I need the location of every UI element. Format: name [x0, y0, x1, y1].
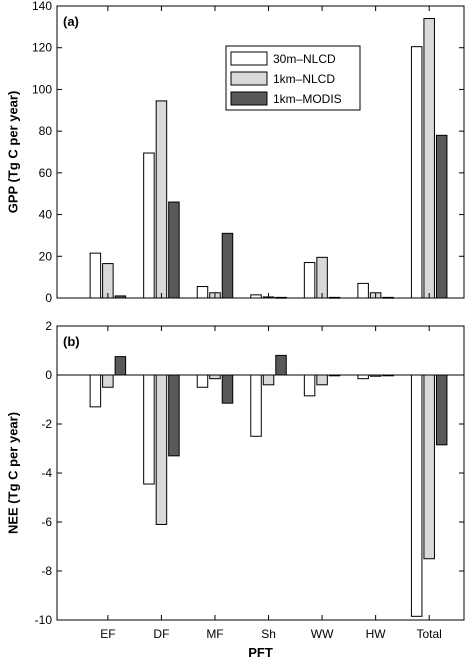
bar-gpp-sh-1km-modis: [275, 296, 287, 299]
nee-y-tick-label: -2: [41, 417, 52, 431]
panel-label-b: (b): [63, 334, 80, 349]
bar-nee-df-30m-nlcd: [143, 374, 155, 485]
x-tick-label-hw: HW: [366, 627, 387, 641]
bar-gpp-ww-1km-nlcd: [316, 256, 328, 299]
bar-gpp-ef-1km-modis: [114, 295, 127, 299]
nee-bars: [89, 354, 448, 617]
bar-nee-hw-1km-modis: [382, 374, 394, 377]
bar-gpp-hw-1km-modis: [382, 296, 394, 299]
gpp-panel: 0 20 40 60 80 100 120 140 (a) GPP (Tg C per yea…: [5, 0, 465, 305]
bar-nee-ww-30m-nlcd: [303, 374, 316, 397]
nee-y-tick-label: 0: [45, 368, 52, 382]
bar-gpp-hw-30m-nlcd: [357, 282, 369, 299]
bar-gpp-df-1km-modis: [168, 201, 180, 299]
bar-gpp-mf-30m-nlcd: [196, 286, 209, 299]
bar-gpp-total-30m-nlcd: [410, 46, 423, 299]
x-tick-label-sh: Sh: [261, 627, 276, 641]
bar-nee-hw-1km-nlcd: [369, 374, 382, 377]
gpp-y-tick-label: 20: [39, 249, 53, 263]
bar-gpp-total-1km-nlcd: [423, 18, 435, 299]
x-axis-label: PFT: [248, 645, 273, 660]
panel-label-a: (a): [63, 14, 79, 29]
gpp-y-tick-label: 100: [32, 82, 52, 96]
bar-gpp-total-1km-modis: [435, 134, 448, 299]
nee-x-ticks: EF DF MF Sh WW HW Total: [100, 326, 442, 641]
x-tick-label-ww: WW: [311, 627, 334, 641]
bar-nee-df-1km-nlcd: [155, 374, 168, 525]
nee-panel: -10 -8 -6 -4 -2 0 2 EF DF MF Sh WW HW Total (b) NEE …: [5, 319, 465, 660]
gpp-y-tick-label: 40: [39, 208, 53, 222]
bar-nee-df-1km-modis: [168, 374, 180, 457]
gpp-y-tick-label: 80: [39, 124, 53, 138]
bar-nee-total-30m-nlcd: [410, 374, 423, 617]
bar-nee-ww-1km-nlcd: [316, 374, 328, 386]
bar-gpp-ww-1km-modis: [328, 296, 341, 299]
bar-nee-mf-1km-modis: [221, 374, 234, 404]
bar-nee-ef-1km-nlcd: [102, 374, 114, 388]
bar-nee-total-1km-modis: [435, 374, 448, 446]
nee-y-ticks: -10 -8 -6 -4 -2 0 2: [35, 319, 464, 627]
bar-nee-total-1km-nlcd: [423, 374, 435, 560]
x-tick-label-mf: MF: [206, 627, 223, 641]
bar-nee-sh-1km-nlcd: [262, 374, 275, 386]
legend-swatch-30m-nlcd: [230, 51, 268, 66]
legend-swatch-1km-nlcd: [230, 71, 268, 86]
legend-label-1km-nlcd: 1km–NLCD: [273, 72, 335, 86]
nee-y-axis-label: NEE (Tg C per year): [5, 412, 20, 534]
bar-nee-sh-30m-nlcd: [250, 374, 262, 437]
bar-nee-ww-1km-modis: [328, 374, 341, 377]
gpp-y-tick-label: 140: [32, 0, 52, 13]
gpp-y-ticks: 0 20 40 60 80 100 120 140: [32, 0, 464, 305]
bar-nee-mf-30m-nlcd: [196, 374, 209, 388]
nee-y-tick-label: 2: [45, 319, 52, 333]
legend-label-1km-modis: 1km–MODIS: [273, 92, 342, 106]
bar-gpp-ef-1km-nlcd: [102, 263, 114, 299]
gpp-y-tick-label: 60: [39, 166, 53, 180]
gpp-y-axis-label: GPP (Tg C per year): [5, 91, 20, 214]
nee-y-tick-label: -10: [35, 613, 53, 627]
nee-y-tick-label: -4: [41, 466, 52, 480]
nee-y-tick-label: -6: [41, 515, 52, 529]
x-tick-label-ef: EF: [100, 627, 115, 641]
gpp-x-ticks: [107, 6, 430, 298]
nee-y-tick-label: -8: [41, 564, 52, 578]
bar-nee-sh-1km-modis: [275, 354, 287, 376]
legend-swatch-1km-modis: [230, 91, 268, 106]
bar-gpp-ww-30m-nlcd: [303, 262, 316, 299]
bar-nee-ef-30m-nlcd: [89, 374, 102, 408]
bar-gpp-sh-30m-nlcd: [250, 294, 262, 299]
legend-label-30m-nlcd: 30m–NLCD: [273, 52, 336, 66]
bar-gpp-df-1km-nlcd: [155, 100, 168, 299]
bar-nee-mf-1km-nlcd: [209, 374, 221, 380]
bar-nee-hw-30m-nlcd: [357, 374, 369, 380]
x-tick-label-total: Total: [417, 627, 442, 641]
gpp-y-tick-label: 120: [32, 41, 52, 55]
legend: 30m–NLCD 1km–NLCD 1km–MODIS: [225, 45, 361, 111]
x-tick-label-df: DF: [153, 627, 169, 641]
bar-gpp-mf-1km-modis: [221, 232, 234, 299]
bar-gpp-ef-30m-nlcd: [89, 252, 102, 299]
gpp-y-tick-label: 0: [45, 291, 52, 305]
bar-gpp-df-30m-nlcd: [143, 152, 155, 299]
bar-nee-ef-1km-modis: [114, 356, 127, 376]
